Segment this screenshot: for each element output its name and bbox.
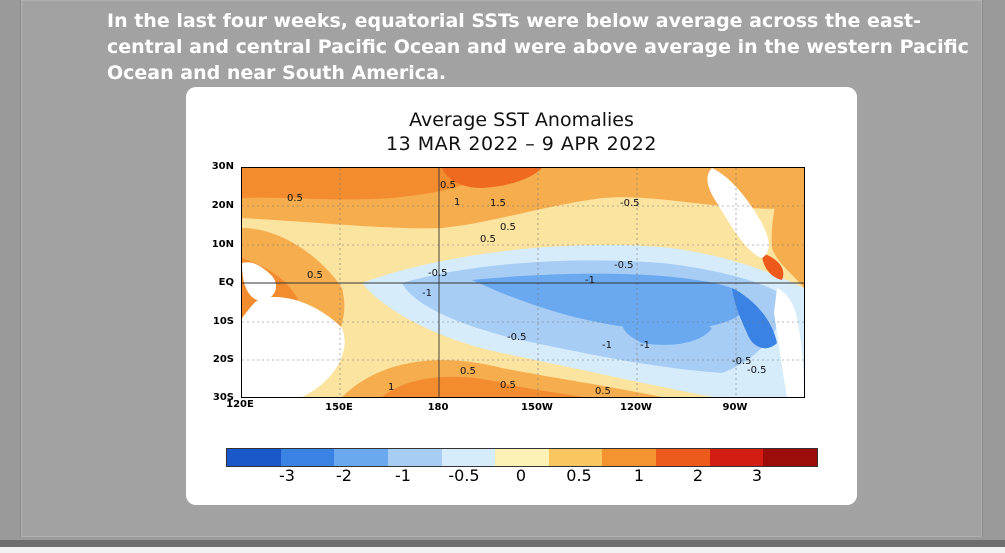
contour-label: 0.5 [440,180,456,191]
lat-label-eq: EQ [218,277,234,288]
colorbar-label: -0.5 [448,466,480,485]
contour-label: 0.5 [307,270,323,281]
contour-label: 0.5 [500,380,516,391]
lon-label-150w: 150W [521,402,553,413]
contour-label: 0.5 [595,386,611,397]
lat-label-10n: 10N [211,239,234,250]
lat-label-30n: 30N [211,161,234,172]
contour-label: -0.5 [428,268,448,279]
colorbar-label: 2 [692,466,704,485]
contour-label: -0.5 [620,198,640,209]
lat-label-20s: 20S [212,354,234,365]
lon-label-90w: 90W [722,402,748,413]
lon-label-120e: 120E [226,399,254,410]
contour-label: 0.5 [500,222,516,233]
colorbar-swatch [763,449,818,466]
contour-label: -1 [585,275,595,286]
colorbar-label: -1 [395,466,411,485]
colorbar-label: -3 [279,466,295,485]
sst-figure-card: Average SST Anomalies 13 MAR 2022 – 9 AP… [186,87,857,505]
contour-label: -1 [602,340,612,351]
colorbar-swatch [441,449,496,466]
colorbar-swatch [334,449,388,466]
colorbar-label: 0.5 [566,466,592,485]
contour-label: -0.5 [732,356,752,367]
contour-label: 0.5 [287,193,303,204]
slide: In the last four weeks, equatorial SSTs … [20,0,983,537]
colorbar-swatch [709,449,764,466]
colorbar-label: 3 [751,466,763,485]
colorbar-label: -2 [336,466,352,485]
map-title: Average SST Anomalies [409,109,634,131]
lon-label-180: 180 [427,402,449,413]
colorbar-swatch [387,449,442,466]
contour-label: -1 [640,340,650,351]
lon-label-120w: 120W [620,402,652,413]
contour-label: 1 [388,382,394,393]
contour-label: 1.5 [490,198,506,209]
contour-label: 1 [454,197,460,208]
colorbar-swatch [656,449,710,466]
lat-label-10s: 10S [212,316,234,327]
colorbar-label: 0 [515,466,527,485]
bottom-divider [0,547,1005,553]
colorbar [226,448,818,467]
colorbar-swatch [227,449,281,466]
anomaly-field: 0.5 0.5 0.5 1 1.5 0.5 0.5 -0.5 -0.5 -1 -… [242,168,804,397]
slide-caption: In the last four weeks, equatorial SSTs … [107,10,969,84]
contour-label: -1 [422,288,432,299]
contour-label: -0.5 [614,260,634,271]
colorbar-swatch [602,449,657,466]
lat-label-20n: 20N [211,200,234,211]
colorbar-swatch [280,449,335,466]
map-date-range: 13 MAR 2022 – 9 APR 2022 [386,133,657,155]
colorbar-label: 1 [633,466,645,485]
colorbar-swatch [548,449,603,466]
contour-label: 0.5 [460,366,476,377]
sst-anomaly-map: 0.5 0.5 0.5 1 1.5 0.5 0.5 -0.5 -0.5 -1 -… [241,167,805,398]
bottom-band [0,540,1005,553]
lon-label-150e: 150E [325,402,353,413]
contour-label: 0.5 [480,234,496,245]
contour-label: -0.5 [747,365,767,376]
contour-label: -0.5 [507,332,527,343]
lat-label-30s: 30S [212,392,234,403]
colorbar-swatch [495,449,549,466]
